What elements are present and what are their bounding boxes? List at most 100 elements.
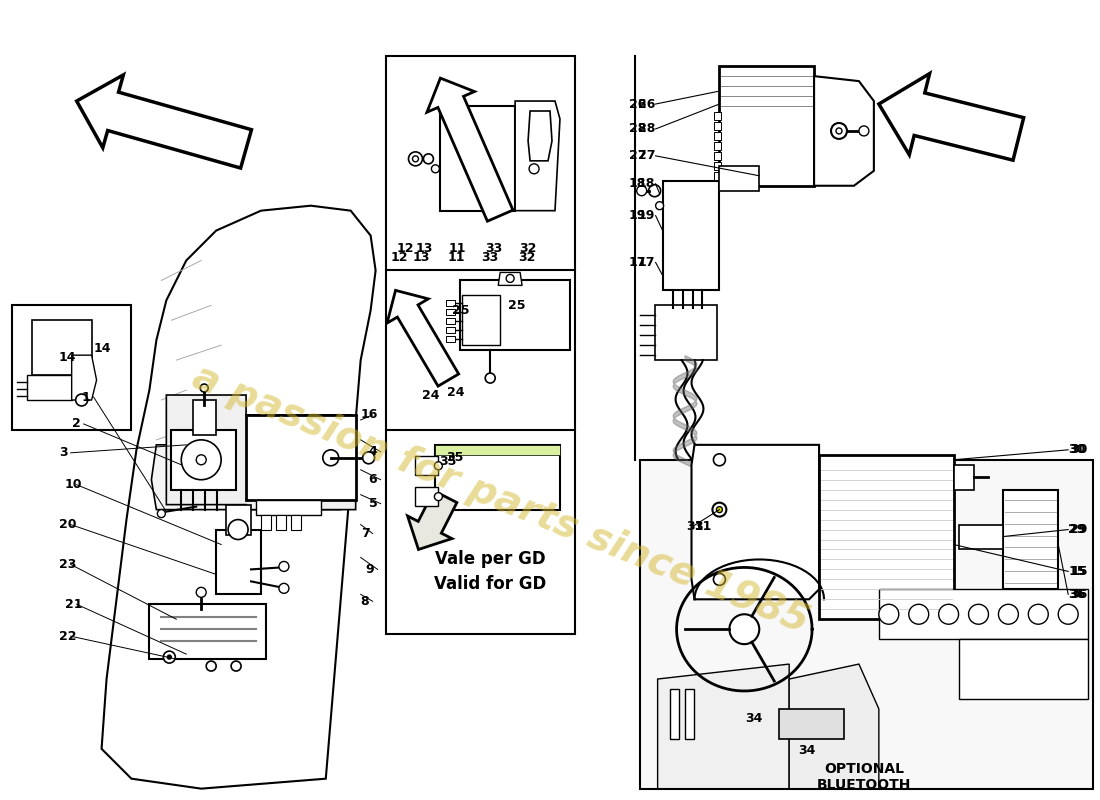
Text: 28: 28 xyxy=(629,122,647,135)
Text: 12: 12 xyxy=(390,251,408,264)
Polygon shape xyxy=(72,355,97,400)
Bar xyxy=(714,122,722,130)
Circle shape xyxy=(196,455,206,465)
Circle shape xyxy=(729,614,759,644)
Bar xyxy=(714,162,722,170)
Circle shape xyxy=(200,384,208,392)
Bar xyxy=(276,514,286,530)
Text: 29: 29 xyxy=(1070,523,1088,536)
Bar xyxy=(958,639,1088,699)
Text: 17: 17 xyxy=(629,256,647,269)
Bar xyxy=(1003,490,1058,590)
Text: 7: 7 xyxy=(361,527,370,540)
Circle shape xyxy=(408,152,422,166)
Text: a passion for parts since 1985: a passion for parts since 1985 xyxy=(187,358,814,641)
Bar xyxy=(714,142,722,150)
Text: 31: 31 xyxy=(685,520,703,533)
Text: 14: 14 xyxy=(58,350,76,364)
Bar xyxy=(32,320,91,375)
Bar xyxy=(670,689,679,739)
Text: 24: 24 xyxy=(447,386,464,398)
Circle shape xyxy=(412,156,418,162)
Polygon shape xyxy=(387,290,459,386)
Text: 10: 10 xyxy=(65,478,82,491)
Bar xyxy=(719,66,814,186)
Bar xyxy=(879,590,1088,639)
Circle shape xyxy=(279,583,289,594)
Circle shape xyxy=(649,185,661,197)
Polygon shape xyxy=(408,490,456,550)
Polygon shape xyxy=(528,111,552,161)
Text: 4: 4 xyxy=(368,446,377,458)
Text: 20: 20 xyxy=(58,518,76,531)
Text: 5: 5 xyxy=(368,497,377,510)
Text: 34: 34 xyxy=(799,744,816,758)
Polygon shape xyxy=(462,295,501,345)
Text: 25: 25 xyxy=(508,299,526,312)
Polygon shape xyxy=(427,78,513,222)
Bar xyxy=(684,689,693,739)
Bar xyxy=(26,375,72,400)
Circle shape xyxy=(1058,604,1078,624)
Text: 27: 27 xyxy=(629,150,647,162)
Text: 21: 21 xyxy=(65,598,82,610)
Bar xyxy=(714,172,722,180)
Circle shape xyxy=(167,655,172,659)
Polygon shape xyxy=(101,206,375,789)
Bar xyxy=(640,460,1093,789)
Bar xyxy=(654,306,717,360)
Polygon shape xyxy=(416,486,439,506)
Polygon shape xyxy=(692,445,820,599)
Polygon shape xyxy=(814,76,873,186)
Bar xyxy=(172,430,236,490)
Circle shape xyxy=(714,574,725,586)
Circle shape xyxy=(836,128,842,134)
Polygon shape xyxy=(658,664,789,789)
Circle shape xyxy=(228,519,249,539)
Bar xyxy=(447,327,455,334)
Circle shape xyxy=(637,186,647,196)
Circle shape xyxy=(656,202,663,210)
Bar xyxy=(779,709,844,739)
Bar xyxy=(447,300,455,306)
Circle shape xyxy=(1028,604,1048,624)
Text: 34: 34 xyxy=(746,712,763,726)
Text: 32: 32 xyxy=(518,251,536,264)
Text: Vale per GD: Vale per GD xyxy=(434,550,546,569)
Text: 11: 11 xyxy=(448,251,465,264)
Bar xyxy=(958,525,1003,550)
Text: 11: 11 xyxy=(449,242,466,255)
Text: OPTIONAL
BLUETOOTH: OPTIONAL BLUETOOTH xyxy=(816,762,911,792)
Bar xyxy=(246,415,355,500)
Text: 22: 22 xyxy=(58,630,76,642)
Bar xyxy=(436,445,560,455)
Text: 6: 6 xyxy=(368,474,377,486)
Text: 35: 35 xyxy=(447,451,464,464)
Circle shape xyxy=(999,604,1019,624)
Bar xyxy=(447,318,455,324)
Bar xyxy=(436,445,560,510)
Bar xyxy=(714,152,722,160)
Text: 2: 2 xyxy=(72,418,80,430)
Circle shape xyxy=(716,506,723,513)
Bar xyxy=(820,455,954,619)
Bar xyxy=(290,514,301,530)
Text: 23: 23 xyxy=(58,558,76,571)
Bar xyxy=(714,112,722,120)
Text: 14: 14 xyxy=(94,342,111,354)
Circle shape xyxy=(938,604,958,624)
Polygon shape xyxy=(515,101,560,210)
Circle shape xyxy=(206,661,217,671)
Circle shape xyxy=(182,440,221,480)
Text: 36: 36 xyxy=(1070,588,1088,601)
Circle shape xyxy=(909,604,928,624)
Text: 8: 8 xyxy=(361,594,370,608)
Text: 3: 3 xyxy=(58,446,67,459)
Circle shape xyxy=(196,587,206,598)
Text: 19: 19 xyxy=(638,209,656,222)
Bar xyxy=(447,310,455,315)
Circle shape xyxy=(231,661,241,671)
Text: 26: 26 xyxy=(638,98,656,110)
Bar xyxy=(440,106,515,210)
Circle shape xyxy=(363,452,375,464)
